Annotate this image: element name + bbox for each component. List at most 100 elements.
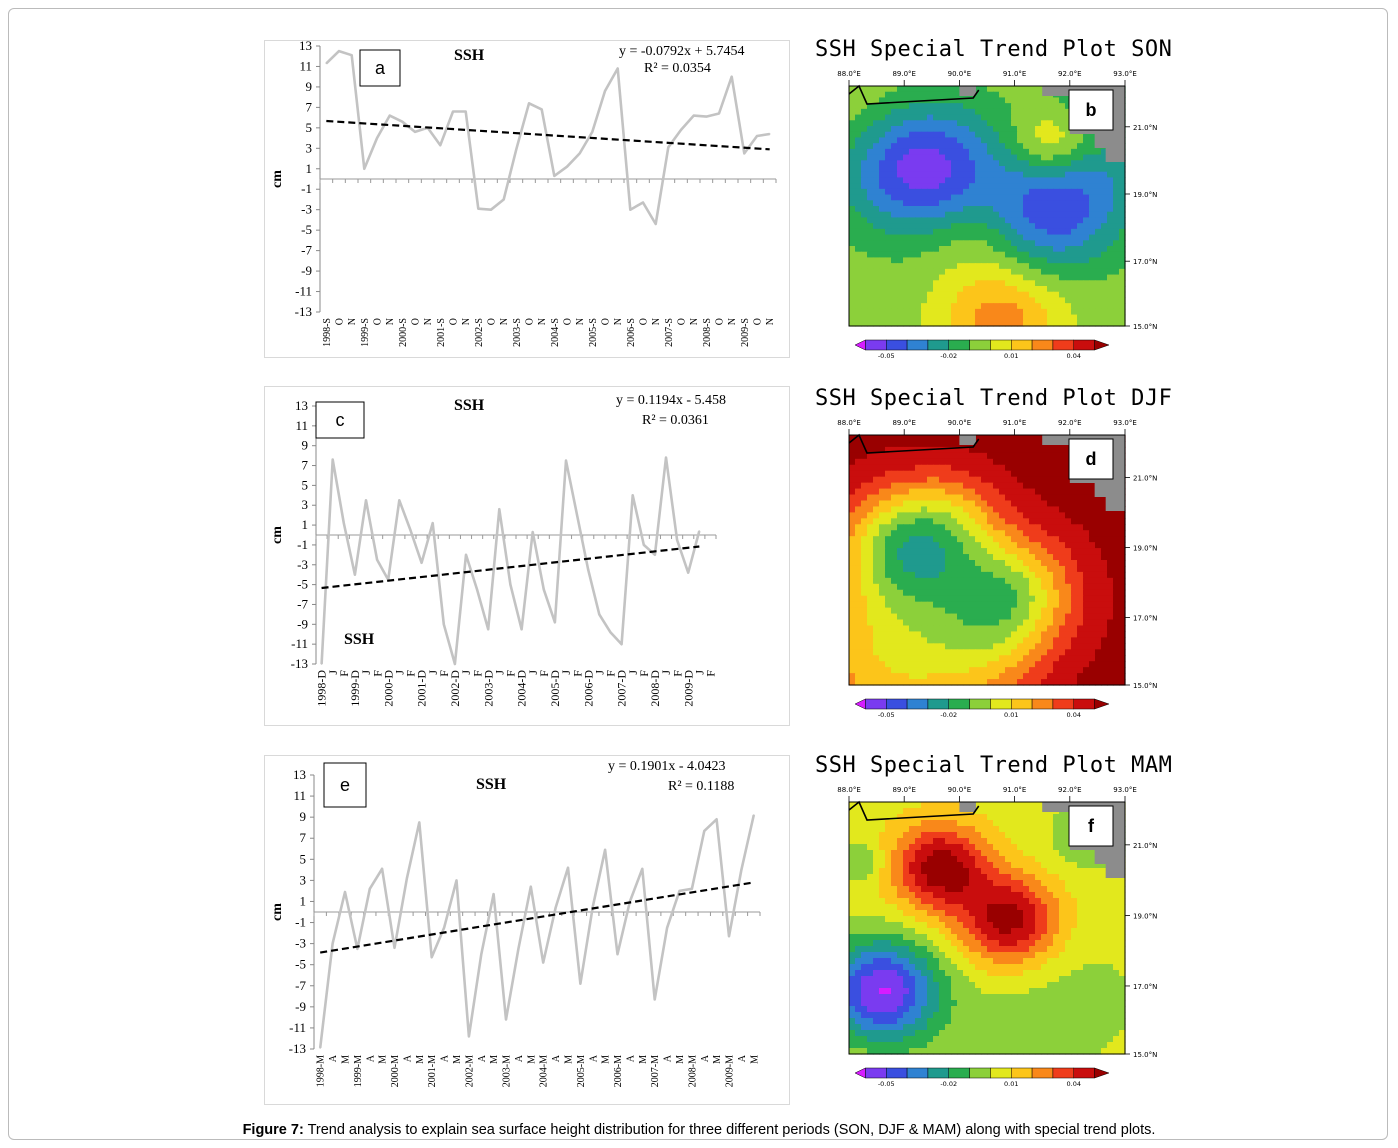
- contour-cell: [963, 194, 970, 201]
- contour-cell: [921, 667, 928, 674]
- contour-cell: [921, 194, 928, 201]
- contour-cell: [975, 240, 982, 247]
- contour-cell: [1059, 303, 1066, 310]
- contour-cell: [1077, 625, 1084, 633]
- contour-cell: [999, 137, 1006, 144]
- contour-cell: [1083, 291, 1090, 299]
- contour-cell: [1005, 103, 1012, 110]
- contour-cell: [1017, 137, 1024, 144]
- contour-cell: [1101, 673, 1108, 680]
- contour-cell: [1029, 850, 1036, 857]
- contour-cell: [1101, 554, 1108, 561]
- contour-cell: [873, 856, 880, 863]
- contour-cell: [1095, 297, 1102, 304]
- contour-cell: [975, 143, 982, 150]
- contour-cell: [939, 263, 946, 270]
- contour-cell: [915, 524, 922, 531]
- contour-cell: [1059, 206, 1066, 213]
- contour-cell: [1065, 143, 1072, 150]
- contour-cell: [1029, 643, 1036, 650]
- contour-cell: [1071, 286, 1078, 293]
- contour-cell: [855, 530, 862, 537]
- contour-cell: [1095, 518, 1102, 525]
- contour-cell: [1059, 631, 1066, 638]
- contour-cell: [897, 488, 904, 496]
- x-tick-label: 2001-D: [415, 670, 429, 707]
- contour-cell: [1029, 577, 1036, 585]
- contour-cell: [987, 440, 994, 448]
- contour-cell: [1083, 512, 1090, 519]
- contour-cell: [909, 86, 916, 93]
- contour-cell: [987, 274, 994, 281]
- contour-cell: [921, 577, 928, 585]
- data-point: [409, 529, 412, 531]
- contour-cell: [885, 206, 892, 213]
- contour-cell: [1107, 518, 1114, 525]
- contour-cell: [1089, 303, 1096, 310]
- contour-cell: [921, 103, 928, 110]
- contour-cell: [1023, 862, 1030, 869]
- contour-field: [849, 435, 1126, 686]
- contour-cell: [1029, 464, 1036, 472]
- contour-cell: [1041, 257, 1048, 264]
- contour-cell: [1047, 297, 1054, 304]
- contour-cell: [957, 251, 964, 259]
- contour-cell: [975, 554, 982, 561]
- contour-cell: [987, 637, 994, 644]
- contour-cell: [1095, 263, 1102, 270]
- contour-cell: [1023, 649, 1030, 656]
- contour-cell: [885, 228, 892, 236]
- contour-cell: [927, 607, 934, 615]
- contour-cell: [1077, 607, 1084, 615]
- x-tick-label: A: [477, 1054, 488, 1062]
- contour-cell: [903, 251, 910, 259]
- contour-cell: [987, 862, 994, 869]
- contour-cell: [1011, 108, 1018, 116]
- x-tick-label: 2005-M: [576, 1055, 587, 1087]
- contour-cell: [1083, 655, 1090, 662]
- contour-cell: [969, 679, 976, 686]
- contour-cell: [1101, 188, 1108, 196]
- contour-cell: [927, 577, 934, 585]
- contour-cell: [1053, 607, 1060, 615]
- contour-cell: [1005, 240, 1012, 247]
- data-point: [480, 953, 483, 955]
- colorbar-label: -0.02: [940, 352, 957, 360]
- contour-cell: [1095, 536, 1102, 543]
- contour-cell: [1119, 536, 1126, 543]
- contour-cell: [951, 458, 958, 466]
- contour-cell: [861, 108, 868, 116]
- contour-cell: [897, 518, 904, 525]
- contour-cell: [915, 188, 922, 196]
- contour-cell: [849, 223, 856, 230]
- contour-cell: [867, 268, 874, 276]
- contour-cell: [1095, 308, 1102, 316]
- contour-cell: [897, 679, 904, 686]
- contour-cell: [903, 524, 910, 531]
- contour-cell: [867, 667, 874, 674]
- contour-cell: [1029, 661, 1036, 668]
- contour-cell: [969, 494, 976, 502]
- contour-cell: [957, 223, 964, 230]
- contour-cell: [999, 802, 1006, 809]
- contour-cell: [849, 464, 856, 472]
- contour-cell: [969, 234, 976, 241]
- data-point: [430, 956, 433, 959]
- contour-cell: [939, 234, 946, 241]
- x-tick-label: M: [675, 1055, 686, 1064]
- contour-cell: [1077, 554, 1084, 561]
- contour-cell: [1029, 565, 1036, 573]
- contour-cell: [867, 126, 874, 133]
- contour-cell: [855, 297, 862, 304]
- contour-cell: [1083, 183, 1090, 190]
- contour-cell: [969, 320, 976, 327]
- contour-cell: [939, 625, 946, 633]
- contour-cell: [933, 240, 940, 247]
- contour-cell: [891, 160, 898, 167]
- contour-cell: [939, 223, 946, 230]
- contour-cell: [867, 234, 874, 241]
- contour-cell: [951, 286, 958, 293]
- contour-cell: [987, 601, 994, 609]
- contour-cell: [861, 86, 868, 93]
- contour-cell: [1107, 223, 1114, 230]
